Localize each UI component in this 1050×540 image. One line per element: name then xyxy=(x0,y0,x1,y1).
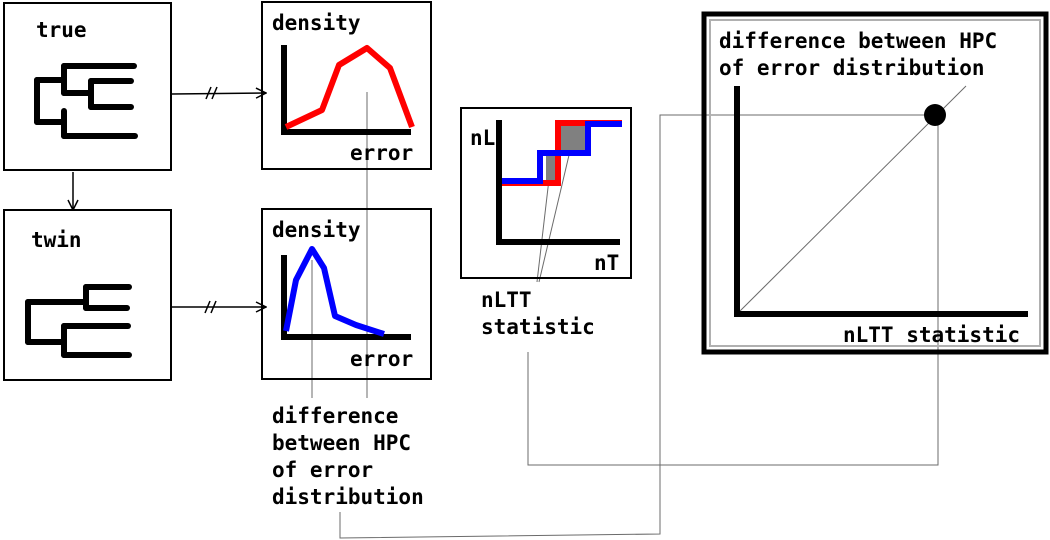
result-plot-frame xyxy=(701,11,1049,355)
true-density-xlabel: error xyxy=(350,141,413,165)
nltt-annotation-line1: nLTT xyxy=(481,288,532,312)
break-mark-2a xyxy=(204,300,211,314)
twin-density-curve xyxy=(283,246,385,337)
hpc-annotation-line3: of error xyxy=(272,458,373,482)
true-tree-icon xyxy=(34,63,138,139)
flow-arrows xyxy=(73,86,266,314)
nltt-diff-area-2 xyxy=(561,125,588,153)
true-tree-frame xyxy=(3,2,172,171)
hpc-annotation-line2: between HPC xyxy=(272,431,411,455)
result-plot-title-line1: difference between HPC xyxy=(719,29,997,53)
hpc-annotation: difference between HPC of error distribu… xyxy=(272,404,424,509)
nltt-plot-ylabel: nL xyxy=(470,126,495,150)
break-mark-1b xyxy=(211,86,218,100)
break-mark-1a xyxy=(205,86,212,100)
twin-tree-label: twin xyxy=(31,228,82,252)
nltt-plot-frame xyxy=(460,107,632,279)
result-data-point xyxy=(924,104,946,126)
true-density-frame xyxy=(261,1,432,170)
twin-density-ylabel: density xyxy=(272,218,361,242)
true-density-axes xyxy=(281,45,411,135)
nltt-pointer-2 xyxy=(538,133,575,283)
hpc-annotation-line4: distribution xyxy=(272,485,424,509)
true-density-panel: density error xyxy=(261,1,432,170)
nltt-plot-xlabel: nT xyxy=(594,251,619,275)
nltt-to-result-connector xyxy=(527,118,939,466)
nltt-twin-line xyxy=(500,121,622,184)
hpc-annotation-line1: difference xyxy=(272,404,398,428)
hpc-to-result-connector xyxy=(339,114,935,539)
true-tree-panel: true xyxy=(3,2,172,171)
twin-density-axes xyxy=(281,255,411,340)
result-plot-title-line2: of error distribution xyxy=(719,56,985,80)
twin-density-xlabel: error xyxy=(350,347,413,371)
nltt-annotation-line2: statistic xyxy=(481,315,595,339)
twin-density-frame xyxy=(261,208,432,380)
twin-tree-panel: twin xyxy=(3,209,172,381)
result-plot-inner-frame xyxy=(709,19,1041,347)
true-tree-label: true xyxy=(36,18,87,42)
result-plot-xlabel: nLTT statistic xyxy=(843,323,1020,347)
true-density-curve xyxy=(284,45,415,130)
twin-tree-icon xyxy=(25,284,132,358)
true-density-ylabel: density xyxy=(272,11,361,35)
nltt-plot-panel: nL nT xyxy=(460,107,632,279)
break-mark-2b xyxy=(210,300,217,314)
nltt-annotation: nLTT statistic xyxy=(481,288,595,339)
result-identity-line xyxy=(736,85,967,315)
result-plot-panel: difference between HPC of error distribu… xyxy=(701,11,1049,355)
twin-density-panel: density error xyxy=(261,208,432,380)
connector-lines xyxy=(311,92,939,539)
nltt-plot-axes xyxy=(496,120,620,245)
true-to-density-arrow xyxy=(171,93,266,94)
result-plot-axes xyxy=(734,86,1028,317)
